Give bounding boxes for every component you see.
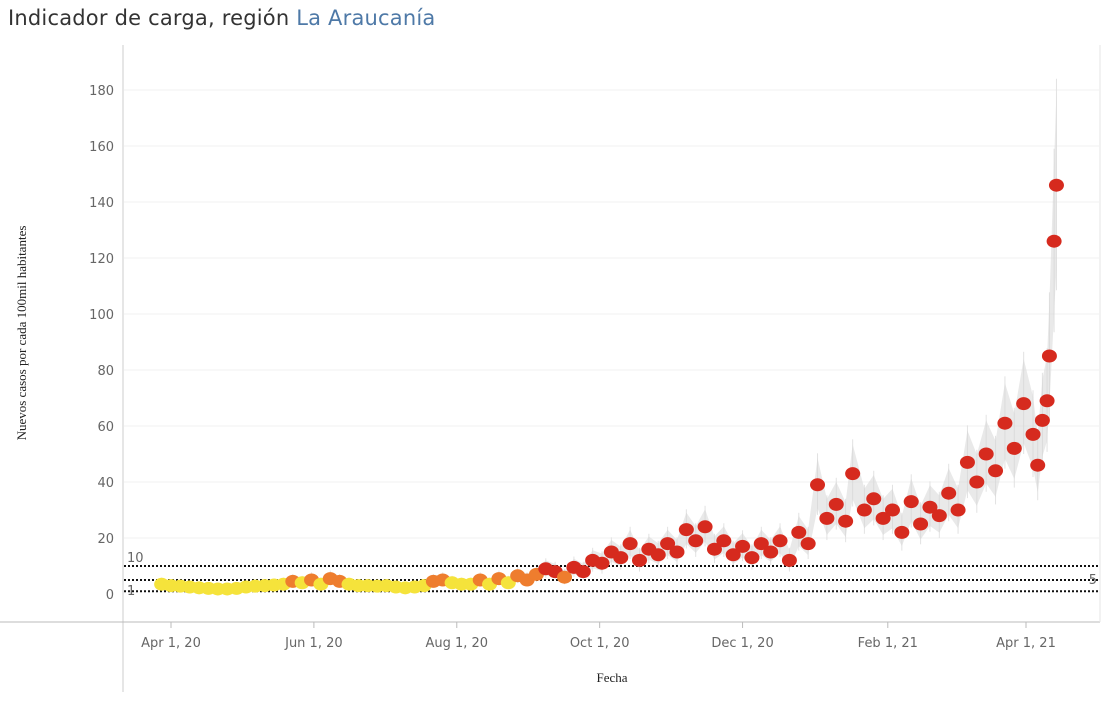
data-point[interactable] [613,551,629,565]
data-point[interactable] [922,500,938,514]
data-point[interactable] [838,514,854,528]
y-tick-label: 140 [89,196,114,211]
data-point[interactable] [931,509,947,523]
data-point[interactable] [1034,413,1050,427]
data-point[interactable] [725,548,741,562]
data-point[interactable] [631,553,647,567]
y-tick-label: 60 [97,420,114,435]
gridlines [124,89,1099,539]
data-point[interactable] [716,534,732,548]
y-ticks: 0 20 40 60 80 100 120 140 160 180 [89,84,114,603]
y-tick-label: 120 [89,252,114,267]
data-point[interactable] [622,537,638,551]
reference-label: 1 [127,584,135,599]
data-point[interactable] [959,455,975,469]
y-tick-label: 180 [89,84,114,99]
data-point[interactable] [1006,441,1022,455]
data-point[interactable] [969,475,985,489]
band-area [161,70,1057,592]
x-axis-label: Fecha [596,670,627,685]
data-point[interactable] [913,517,929,531]
region-name[interactable]: La Araucanía [296,6,436,30]
data-point[interactable] [1016,397,1032,411]
x-tick-label: Aug 1, 20 [425,636,488,651]
data-point[interactable] [697,520,713,534]
data-point[interactable] [819,511,835,525]
data-point[interactable] [1048,178,1064,192]
data-point[interactable] [678,523,694,537]
data-point[interactable] [706,542,722,556]
y-axis-label: Nuevos casos por cada 100mil habitantes [14,226,29,441]
data-point[interactable] [828,497,844,511]
x-tick-label: Dec 1, 20 [711,636,773,651]
y-tick-label: 80 [97,364,114,379]
data-point[interactable] [781,553,797,567]
data-point[interactable] [950,503,966,517]
data-point[interactable] [1025,427,1041,441]
data-point[interactable] [997,416,1013,430]
data-point[interactable] [791,525,807,539]
title-prefix: Indicador de carga, región [8,6,297,30]
data-point[interactable] [894,525,910,539]
data-point[interactable] [1030,458,1046,472]
y-tick-label: 40 [97,476,114,491]
x-tick-label: Apr 1, 21 [996,636,1056,651]
data-point[interactable] [650,548,666,562]
reference-label: 5 [1089,573,1097,588]
data-point[interactable] [753,537,769,551]
data-point[interactable] [866,492,882,506]
y-tick-label: 0 [106,588,114,603]
data-point[interactable] [557,570,573,584]
confidence-band [161,70,1057,594]
x-tick-label: Jun 1, 20 [284,636,343,651]
data-point[interactable] [941,486,957,500]
x-tick-label: Apr 1, 20 [141,636,201,651]
data-point[interactable] [1039,394,1055,408]
y-tick-label: 160 [89,140,114,155]
chart-title: Indicador de carga, región La Araucanía [8,6,435,30]
data-point[interactable] [688,534,704,548]
reference-lines: 10 5 1 [124,551,1099,599]
y-tick-label: 20 [97,532,114,547]
data-point[interactable] [669,545,685,559]
x-tick-label: Oct 1, 20 [570,636,630,651]
data-point[interactable] [988,464,1004,478]
data-points [154,178,1064,596]
data-point[interactable] [845,467,861,481]
data-point[interactable] [875,511,891,525]
x-ticks: Apr 1, 20 Jun 1, 20 Aug 1, 20 Oct 1, 20 Dec … [141,622,1056,651]
reference-label: 10 [127,551,144,566]
data-point[interactable] [856,503,872,517]
data-point[interactable] [594,556,610,570]
data-point[interactable] [744,551,760,565]
data-point[interactable] [660,537,676,551]
data-point[interactable] [575,565,591,579]
data-point[interactable] [1041,349,1057,363]
data-point[interactable] [763,545,779,559]
y-tick-label: 100 [89,308,114,323]
data-point[interactable] [903,495,919,509]
data-point[interactable] [800,537,816,551]
data-point[interactable] [735,539,751,553]
data-point[interactable] [884,503,900,517]
x-tick-label: Feb 1, 21 [858,636,918,651]
data-point[interactable] [1046,234,1062,248]
data-point[interactable] [810,478,826,492]
data-point[interactable] [772,534,788,548]
data-point[interactable] [978,447,994,461]
